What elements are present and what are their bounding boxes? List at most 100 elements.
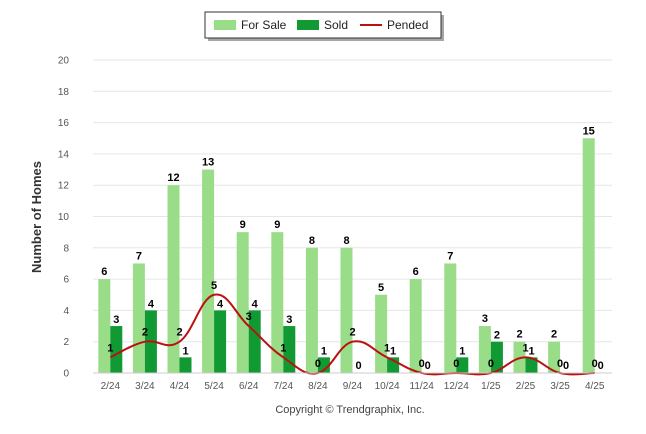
- pended-value-label: 0: [488, 358, 494, 370]
- sold-value-label: 0: [598, 360, 604, 372]
- for-sale-bar: [340, 247, 353, 373]
- y-tick-label: 20: [58, 56, 70, 67]
- x-tick-label: 2/24: [101, 381, 121, 392]
- x-tick-label: 3/24: [135, 381, 155, 392]
- y-tick-label: 0: [63, 369, 69, 380]
- for-sale-value-label: 12: [167, 172, 179, 184]
- for-sale-bar: [548, 341, 561, 373]
- for-sale-value-label: 13: [202, 157, 214, 169]
- pended-value-label: 2: [349, 327, 355, 339]
- copyright-footer: Copyright © Trendgraphix, Inc.: [275, 404, 424, 416]
- y-tick-label: 10: [58, 212, 70, 223]
- y-tick-label: 2: [63, 337, 69, 348]
- line-layer: [109, 293, 595, 376]
- for-sale-value-label: 7: [447, 250, 453, 262]
- for-sale-bar: [167, 185, 180, 373]
- x-tick-label: 5/24: [204, 381, 224, 392]
- sold-bar: [456, 357, 469, 373]
- for-sale-value-label: 9: [240, 219, 246, 231]
- x-tick-label: 6/24: [239, 381, 259, 392]
- for-sale-bar: [305, 247, 318, 373]
- sold-value-label: 0: [355, 360, 361, 372]
- sold-value-label: 0: [425, 360, 431, 372]
- sold-value-label: 1: [459, 345, 465, 357]
- sold-value-label: 1: [390, 345, 396, 357]
- legend-box: [204, 11, 442, 39]
- y-tick-label: 6: [63, 275, 69, 286]
- x-tick-label: 7/24: [274, 381, 294, 392]
- sold-value-label: 2: [494, 330, 500, 342]
- for-sale-value-label: 6: [101, 266, 107, 278]
- for-sale-value-label: 2: [516, 329, 522, 341]
- pended-line: [109, 293, 595, 376]
- pended-value-label: 1: [522, 342, 528, 354]
- y-tick-label: 18: [58, 87, 70, 98]
- sold-value-label: 1: [321, 345, 327, 357]
- for-sale-value-label: 8: [343, 235, 349, 247]
- y-tick-label: 12: [58, 181, 70, 192]
- for-sale-value-label: 5: [378, 282, 384, 294]
- legend-swatch-sold: [297, 20, 319, 30]
- pended-value-label: 0: [592, 358, 598, 370]
- x-tick-label: 3/25: [550, 381, 570, 392]
- sold-value-label: 4: [148, 298, 155, 310]
- pended-value-label: 1: [107, 342, 113, 354]
- x-tick-label: 8/24: [308, 381, 328, 392]
- for-sale-value-label: 8: [309, 235, 315, 247]
- x-tick-label: 1/25: [481, 381, 501, 392]
- for-sale-bar: [271, 232, 284, 373]
- pended-value-label: 3: [246, 311, 252, 323]
- sold-bar: [490, 341, 503, 373]
- pended-value-label: 5: [211, 280, 217, 292]
- legend-label-for-sale: For Sale: [241, 18, 287, 32]
- pended-value-label: 0: [419, 358, 425, 370]
- pended-value-label: 1: [384, 342, 390, 354]
- x-tick-label: 9/24: [343, 381, 363, 392]
- sold-value-label: 1: [182, 345, 188, 357]
- y-tick-label: 14: [58, 149, 70, 160]
- x-tick-label: 2/25: [516, 381, 536, 392]
- sold-bar: [248, 310, 261, 373]
- pended-value-label: 2: [176, 327, 182, 339]
- sold-value-label: 4: [217, 298, 224, 310]
- sold-bar: [214, 310, 227, 373]
- x-tick-label: 11/24: [410, 381, 435, 392]
- for-sale-bar: [236, 232, 249, 373]
- for-sale-value-label: 15: [583, 125, 595, 137]
- sold-value-label: 4: [252, 298, 259, 310]
- x-tick-label: 4/24: [170, 381, 190, 392]
- x-tick-label: 10/24: [375, 381, 400, 392]
- sold-bar: [317, 357, 330, 373]
- pended-value-label: 0: [315, 358, 321, 370]
- y-tick-label: 8: [63, 243, 69, 254]
- x-tick-label: 12/24: [444, 381, 469, 392]
- for-sale-bar: [582, 138, 595, 373]
- sold-bar: [110, 326, 123, 373]
- sold-value-label: 3: [113, 314, 119, 326]
- for-sale-value-label: 9: [274, 219, 280, 231]
- y-tick-label: 16: [58, 118, 70, 129]
- sold-value-label: 0: [563, 360, 569, 372]
- pended-value-label: 0: [453, 358, 459, 370]
- legend-label-sold: Sold: [324, 18, 348, 32]
- for-sale-value-label: 6: [413, 266, 419, 278]
- y-axis-title: Number of Homes: [29, 161, 44, 273]
- for-sale-bar: [98, 279, 111, 373]
- for-sale-bar: [478, 326, 491, 373]
- for-sale-value-label: 7: [136, 250, 142, 262]
- pended-value-label: 2: [142, 327, 148, 339]
- legend-label-pended: Pended: [387, 18, 428, 32]
- sold-value-label: 1: [528, 345, 534, 357]
- sold-value-label: 3: [286, 314, 292, 326]
- sold-bar: [525, 357, 538, 373]
- for-sale-bar: [202, 169, 215, 373]
- for-sale-bar: [375, 294, 388, 373]
- pended-value-label: 1: [280, 342, 286, 354]
- pended-value-label: 0: [557, 358, 563, 370]
- for-sale-bar: [409, 279, 422, 373]
- for-sale-value-label: 2: [551, 329, 557, 341]
